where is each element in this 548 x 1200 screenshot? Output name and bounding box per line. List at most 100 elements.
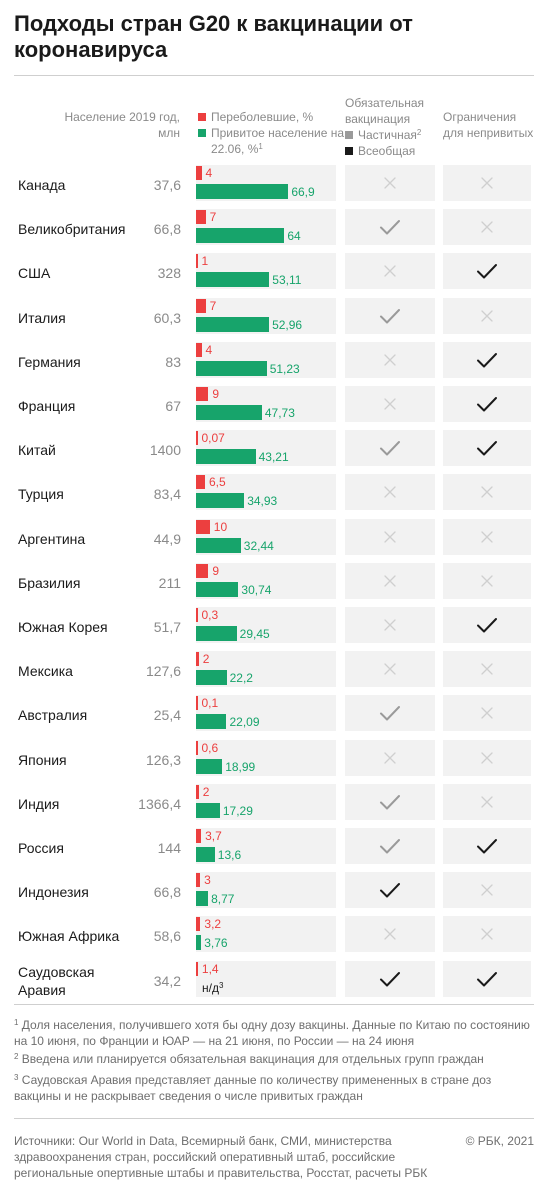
mandatory-cell <box>345 607 435 643</box>
vaccinated-bar <box>196 360 267 376</box>
table-row: Южная Африка 58,6 3,2 3,76 <box>0 916 548 960</box>
population-value: 328 <box>157 265 181 282</box>
recovered-label: 0,1 <box>201 696 219 711</box>
population-value: 144 <box>157 840 181 856</box>
vaccinated-bar <box>196 802 220 818</box>
recovered-bar <box>196 784 199 799</box>
vaccinated-label: 51,23 <box>269 361 300 376</box>
cross-icon <box>384 663 396 675</box>
vaccinated-bar <box>196 626 237 641</box>
recovered-bar <box>196 740 198 755</box>
country-name: Индия <box>18 795 60 812</box>
vaccinated-label: 13,6 <box>217 848 242 862</box>
table-row: Турция 83,4 6,5 34,93 <box>0 474 548 518</box>
table-row: Аргентина 44,9 10 32,44 <box>0 518 548 563</box>
vaccinated-label: 64 <box>287 229 301 244</box>
table-row: Австралия 25,4 0,1 22,09 <box>0 695 548 739</box>
bars-legend: Переболевшие, % Привитое население на 22… <box>198 109 348 157</box>
vaccinated-label: 52,96 <box>272 317 303 332</box>
mandatory-cell <box>345 960 435 997</box>
bars-cell: 1 53,11 <box>196 253 336 290</box>
vaccinated-label: 34,93 <box>247 494 278 509</box>
table-row: Франция 67 9 47,73 <box>0 386 548 430</box>
population-value: 67 <box>165 398 181 414</box>
sources: Источники: Our World in Data, Всемирный … <box>14 1134 428 1180</box>
restrictions-cell <box>443 607 531 643</box>
restrictions-cell <box>443 872 531 909</box>
population-value: 83,4 <box>153 486 181 503</box>
recovered-label: 0,07 <box>201 431 225 446</box>
restrictions-cell <box>443 297 531 334</box>
recovered-label: 7 <box>209 210 217 225</box>
cross-icon <box>481 884 493 896</box>
restrictions-cell <box>443 430 531 467</box>
footnote-3: 3 Саудовская Аравия представляет данные … <box>14 1072 534 1104</box>
recovered-bar <box>196 475 205 490</box>
vaccinated-label: 8,77 <box>211 892 235 907</box>
country-name: Аргентина <box>18 530 86 547</box>
bars-cell: 2 17,29 <box>196 783 336 820</box>
cross-icon <box>481 177 493 189</box>
recovered-label: 4 <box>205 166 213 180</box>
country-name: Канада <box>18 177 66 193</box>
cross-icon <box>384 619 396 631</box>
restrictions-cell <box>443 695 531 732</box>
country-name: США <box>18 265 51 282</box>
vaccinated-bar <box>196 714 227 730</box>
recovered-label: 3,2 <box>204 917 222 932</box>
check-icon <box>380 441 400 456</box>
bars-cell: 4 66,9 <box>196 165 336 201</box>
vaccinated-bar <box>196 670 227 686</box>
table-row: Япония 126,3 0,6 18,99 <box>0 739 548 784</box>
cross-icon <box>384 751 396 764</box>
restrictions-cell <box>443 474 531 511</box>
table-row: Россия 144 3,7 13,6 <box>0 828 548 872</box>
mandatory-cell <box>345 695 435 732</box>
table-row: Великобритания 66,8 7 64 <box>0 209 548 253</box>
recovered-label: 1,4 <box>201 961 219 976</box>
population-value: 44,9 <box>153 530 181 547</box>
bars-cell: 0,3 29,45 <box>196 607 336 643</box>
population-header: Население 2019 год, млн <box>64 110 180 140</box>
vaccinated-label: 66,9 <box>291 185 315 199</box>
table-row: Италия 60,3 7 52,96 <box>0 297 548 342</box>
table-row: Китай 1400 0,07 43,21 <box>0 430 548 474</box>
population-value: 126,3 <box>145 751 181 768</box>
table-row: Индия 1366,4 2 17,29 <box>0 783 548 828</box>
recovered-bar <box>196 696 198 711</box>
recovered-label: 1 <box>201 254 209 269</box>
recovered-label: 3 <box>204 873 211 888</box>
cross-icon <box>384 398 396 410</box>
legend-universal: Всеобщая <box>345 143 445 159</box>
footnote-2-text: Введена или планируется обязательная вак… <box>21 1052 484 1066</box>
cross-icon <box>481 796 493 808</box>
footnote-2-mark: 2 <box>14 1052 19 1061</box>
country-name: Италия <box>18 309 66 326</box>
recovered-bar <box>196 387 209 401</box>
check-icon <box>477 264 497 279</box>
legend-vaccinated-text: Привитое население на 22.06, % <box>211 126 345 156</box>
country-name: Бразилия <box>18 574 81 591</box>
restrictions-cell <box>443 518 531 555</box>
footnote-1: 1 Доля населения, получившего хотя бы од… <box>14 1017 534 1049</box>
vaccinated-label: 17,29 <box>222 803 253 818</box>
table-divider <box>14 1004 534 1005</box>
bars-cell: 3,2 3,76 <box>196 916 336 953</box>
mandatory-cell <box>345 297 435 334</box>
mandatory-cell <box>345 474 435 511</box>
country-name: Россия <box>18 840 64 856</box>
table-row: Саудовская Аравия 34,2 1,4 н/д3 <box>0 960 548 1005</box>
restrictions-cell <box>443 562 531 599</box>
vaccinated-bar <box>196 228 285 244</box>
legend-vaccinated-label: Привитое население на 22.06, %1 <box>211 125 348 157</box>
mandatory-cell <box>345 916 435 953</box>
vaccinated-label: 30,74 <box>241 582 272 597</box>
recovered-bar <box>196 210 206 225</box>
bars-cell: 3,7 13,6 <box>196 828 336 864</box>
table-row: Канада 37,6 4 66,9 <box>0 165 548 209</box>
check-icon <box>477 397 497 412</box>
recovered-label: 0,6 <box>201 740 219 755</box>
country-name: Великобритания <box>18 221 126 238</box>
bars-cell: 10 32,44 <box>196 518 336 555</box>
footnote-mark-3: 3 <box>218 980 224 990</box>
